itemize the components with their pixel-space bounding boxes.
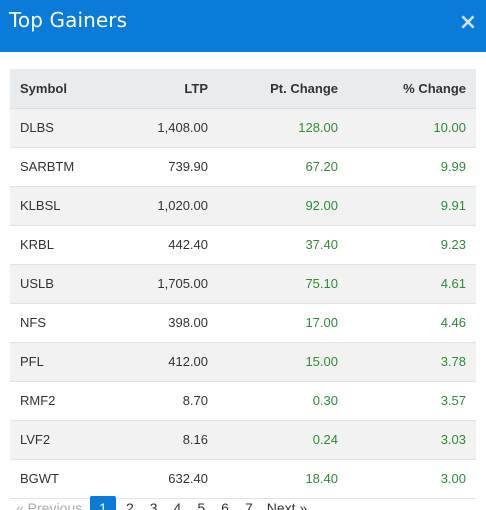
cell-pt-change: 0.30 bbox=[218, 381, 348, 421]
table-row[interactable]: KLBSL 1,020.00 92.00 9.91 bbox=[10, 186, 476, 226]
cell-ltp: 8.16 bbox=[128, 420, 218, 460]
page-1-button[interactable]: 1 bbox=[90, 496, 116, 510]
cell-pct-change: 9.23 bbox=[348, 225, 476, 265]
page-2-button[interactable]: 2 bbox=[125, 500, 134, 510]
modal-title: Top Gainers bbox=[9, 8, 128, 32]
cell-symbol: DLBS bbox=[10, 108, 128, 148]
cell-symbol: USLB bbox=[10, 264, 128, 304]
table-header-row: Symbol LTP Pt. Change % Change bbox=[10, 69, 476, 109]
cell-pt-change: 75.10 bbox=[218, 264, 348, 304]
cell-symbol: PFL bbox=[10, 342, 128, 382]
gainers-table-container: Symbol LTP Pt. Change % Change DLBS 1,408… bbox=[10, 69, 476, 499]
table-row[interactable]: LVF2 8.16 0.24 3.03 bbox=[10, 420, 476, 460]
cell-symbol: RMF2 bbox=[10, 381, 128, 421]
page-5-button[interactable]: 5 bbox=[197, 500, 206, 510]
cell-ltp: 1,705.00 bbox=[128, 264, 218, 304]
page-3-button[interactable]: 3 bbox=[149, 500, 158, 510]
table-row[interactable]: SARBTM 739.90 67.20 9.99 bbox=[10, 147, 476, 187]
column-header-pt-change[interactable]: Pt. Change bbox=[218, 69, 348, 109]
gainers-table: Symbol LTP Pt. Change % Change DLBS 1,408… bbox=[10, 69, 476, 499]
cell-pct-change: 4.46 bbox=[348, 303, 476, 343]
cell-symbol: LVF2 bbox=[10, 420, 128, 460]
next-page-button[interactable]: Next » bbox=[266, 500, 308, 510]
cell-ltp: 8.70 bbox=[128, 381, 218, 421]
cell-pct-change: 10.00 bbox=[348, 108, 476, 148]
cell-symbol: KLBSL bbox=[10, 186, 128, 226]
page-6-button[interactable]: 6 bbox=[221, 500, 229, 510]
cell-pt-change: 0.24 bbox=[218, 420, 348, 460]
table-body: DLBS 1,408.00 128.00 10.00 SARBTM 739.90 67.20… bbox=[10, 108, 476, 499]
table-row[interactable]: KRBL 442.40 37.40 9.23 bbox=[10, 225, 476, 265]
cell-pct-change: 4.61 bbox=[348, 264, 476, 304]
cell-pt-change: 17.00 bbox=[218, 303, 348, 343]
cell-ltp: 412.00 bbox=[128, 342, 218, 382]
column-header-symbol[interactable]: Symbol bbox=[10, 69, 128, 109]
cell-pt-change: 67.20 bbox=[218, 147, 348, 187]
previous-page-button[interactable]: « Previous bbox=[16, 500, 83, 510]
cell-pct-change: 9.99 bbox=[348, 147, 476, 187]
close-icon[interactable]: × bbox=[458, 10, 478, 35]
cell-pt-change: 18.40 bbox=[218, 459, 348, 499]
cell-pt-change: 15.00 bbox=[218, 342, 348, 382]
cell-pct-change: 3.03 bbox=[348, 420, 476, 460]
cell-symbol: BGWT bbox=[10, 459, 128, 499]
cell-symbol: KRBL bbox=[10, 225, 128, 265]
table-row[interactable]: USLB 1,705.00 75.10 4.61 bbox=[10, 264, 476, 304]
cell-pct-change: 3.00 bbox=[348, 459, 476, 499]
cell-ltp: 1,408.00 bbox=[128, 108, 218, 148]
cell-pt-change: 128.00 bbox=[218, 108, 348, 148]
table-row[interactable]: BGWT 632.40 18.40 3.00 bbox=[10, 459, 476, 499]
cell-ltp: 442.40 bbox=[128, 225, 218, 265]
cell-ltp: 632.40 bbox=[128, 459, 218, 499]
table-row[interactable]: PFL 412.00 15.00 3.78 bbox=[10, 342, 476, 382]
cell-ltp: 1,020.00 bbox=[128, 186, 218, 226]
cell-ltp: 398.00 bbox=[128, 303, 218, 343]
column-header-pct-change[interactable]: % Change bbox=[348, 69, 476, 109]
cell-pt-change: 92.00 bbox=[218, 186, 348, 226]
cell-pct-change: 3.78 bbox=[348, 342, 476, 382]
pagination: « Previous 1 2 3 4 5 6 7 Next » bbox=[10, 496, 313, 510]
column-header-ltp[interactable]: LTP bbox=[128, 69, 218, 109]
page-7-button[interactable]: 7 bbox=[244, 500, 253, 510]
modal-header: Top Gainers × bbox=[0, 0, 486, 52]
cell-symbol: NFS bbox=[10, 303, 128, 343]
table-header: Symbol LTP Pt. Change % Change bbox=[10, 69, 476, 109]
page-4-button[interactable]: 4 bbox=[173, 500, 182, 510]
table-row[interactable]: RMF2 8.70 0.30 3.57 bbox=[10, 381, 476, 421]
table-row[interactable]: NFS 398.00 17.00 4.46 bbox=[10, 303, 476, 343]
cell-pct-change: 9.91 bbox=[348, 186, 476, 226]
cell-pct-change: 3.57 bbox=[348, 381, 476, 421]
table-row[interactable]: DLBS 1,408.00 128.00 10.00 bbox=[10, 108, 476, 148]
cell-ltp: 739.90 bbox=[128, 147, 218, 187]
cell-pt-change: 37.40 bbox=[218, 225, 348, 265]
cell-symbol: SARBTM bbox=[10, 147, 128, 187]
